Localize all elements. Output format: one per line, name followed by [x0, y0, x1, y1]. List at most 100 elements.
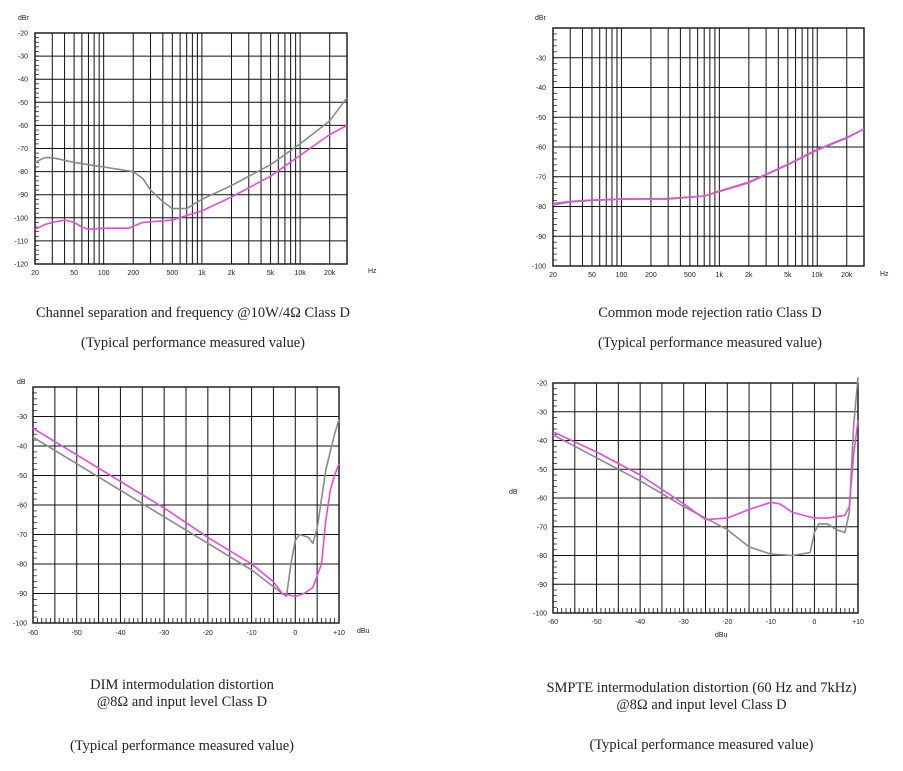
chart2-ytick-label: -80	[536, 204, 546, 211]
chart4-xtick-label: -50	[592, 619, 602, 626]
chart4-xtick-label: -60	[548, 619, 558, 626]
chart1-ytick-label: -90	[18, 192, 28, 199]
chart2-xtick-label: 50	[588, 272, 596, 279]
chart3-ytick-label: -80	[17, 562, 27, 569]
chart2-ylabel: dBr	[535, 15, 547, 22]
chart2-ytick-label: -90	[536, 234, 546, 241]
chart2-xtick-label: 100	[616, 272, 628, 279]
chart3-series-gray	[32, 419, 340, 598]
chart3-xtick-label: -20	[203, 630, 213, 637]
chart3-xtick-label: -40	[115, 630, 125, 637]
chart4-xtick-label: +10	[852, 619, 864, 626]
chart3-ytick-label: -100	[13, 621, 27, 628]
chart1-subtitle: (Typical performance measured value)	[80, 335, 306, 351]
chart4-ytick-label: -40	[537, 438, 547, 445]
chart2-xtick-label: 10k	[812, 272, 824, 279]
chart4-ytick-label: -70	[537, 524, 547, 531]
chart2-xtick-label: 5k	[784, 272, 792, 279]
chart-dim-imd-plot: -30-40-50-60-70-80-90-100-60 -50 -40 -30 -20…	[13, 379, 370, 637]
chart2-title: Common mode rejection ratio Class D	[598, 305, 822, 321]
chart4-ytick-label: -80	[537, 553, 547, 560]
chart1-ytick-label: -50	[18, 100, 28, 107]
chart1-ytick-label: -80	[18, 169, 28, 176]
chart4-gridlines	[552, 382, 859, 614]
chart1-ytick-label: -40	[18, 77, 28, 84]
chart3-ylabel: dB	[17, 379, 26, 386]
chart1-plot-frame	[34, 32, 348, 265]
chart3-gridlines	[32, 386, 340, 624]
chart3-ytick-label: -90	[17, 591, 27, 598]
chart4-subtitle-line2: @8Ω and input level Class D	[616, 697, 787, 713]
chart2-xtick-label: 1k	[716, 272, 724, 279]
chart4-xtick-label: 0	[812, 619, 816, 626]
chart1-xtick-label: 20k	[324, 270, 336, 277]
chart4-xtick-label: -40	[635, 619, 645, 626]
chart-cmrr: -30 -40 -50 -60 -70 -80 -90 -100 20 50 100 200 500 1k…	[460, 0, 903, 300]
chart2-series-magenta	[552, 128, 865, 205]
chart3-xtick-label: -60	[28, 630, 38, 637]
chart4-series-gray	[552, 377, 859, 557]
chart1-xtick-label: 100	[98, 270, 110, 277]
chart1-series-gray	[34, 97, 348, 210]
chart3-xtick-label: -50	[72, 630, 82, 637]
chart2-ytick-label: -60	[536, 145, 546, 152]
chart3-xtick-label: -10	[247, 630, 257, 637]
chart2-xlabel: Hz	[880, 271, 889, 278]
chart2-plot-frame	[552, 27, 865, 267]
chart2-xtick-label: 2k	[745, 272, 753, 279]
chart-smpte-imd-plot: -20-30-40-50-60-70-80-90-100-60 -50 -40 -30…	[509, 377, 864, 639]
chart1-ytick-label: -20	[18, 31, 28, 38]
chart4-ytick-label: -50	[537, 467, 547, 474]
chart3-series-magenta	[32, 427, 340, 598]
chart1-ylabel: dBr	[18, 15, 30, 22]
chart1-series-magenta	[34, 124, 348, 231]
chart4-xtick-label: -30	[679, 619, 689, 626]
chart-smpte-imd: -20 -30 -40 -50 -60 -70 -80 -90 -100 -60 -50 -40 -30…	[470, 370, 903, 650]
chart1-xtick-label: 2k	[228, 270, 236, 277]
chart2-subtitle: (Typical performance measured value)	[597, 335, 823, 351]
chart3-xtick-label: 0	[293, 630, 297, 637]
chart1-ytick-label: -100	[14, 215, 28, 222]
chart1-gridlines	[34, 32, 348, 265]
chart2-ytick-label: -50	[536, 115, 546, 122]
chart1-xtick-label: 200	[127, 270, 139, 277]
chart-channel-separation: -20 -30 -40 -50 -60 -70 -80 -90 -100 -110 -120 20 50…	[0, 0, 440, 300]
chart3-ytick-label: -40	[17, 444, 27, 451]
chart2-xtick-label: 20k	[841, 272, 853, 279]
chart1-xtick-label: 500	[166, 270, 178, 277]
chart1-ytick-label: -60	[18, 123, 28, 130]
chart3-subtitle: (Typical performance measured value)	[69, 738, 295, 754]
chart1-ytick-label: -120	[14, 262, 28, 269]
chart1-xtick-label: 1k	[198, 270, 206, 277]
chart3-plot-frame	[32, 386, 340, 624]
chart3-ytick-label: -50	[17, 473, 27, 480]
chart4-ytick-label: -30	[537, 409, 547, 416]
chart3-subtitle-line2: @8Ω and input level Class D	[96, 694, 268, 710]
chart4-ytick-label: -20	[537, 381, 547, 388]
chart1-xtick-label: 5k	[267, 270, 275, 277]
chart2-ytick-label: -30	[536, 55, 546, 62]
chart2-xtick-label: 500	[684, 272, 696, 279]
chart3-ytick-label: -60	[17, 503, 27, 510]
chart4-subtitle: (Typical performance measured value)	[589, 737, 814, 753]
chart1-xtick-label: 10k	[294, 270, 306, 277]
chart2-gridlines	[552, 27, 865, 267]
chart3-ytick-label: -30	[17, 414, 27, 421]
chart3-title: DIM intermodulation distortion	[90, 677, 274, 693]
chart3-xlabel: dBu	[357, 628, 370, 635]
chart3-xtick-label: -30	[159, 630, 169, 637]
chart4-title: SMPTE intermodulation distortion (60 Hz …	[546, 680, 857, 696]
chart-dim-imd: -30 -40 -50 -60 -70 -80 -90 -100 -60 -50 -40 -30 -20…	[0, 370, 400, 650]
chart1-xtick-label: 50	[70, 270, 78, 277]
chart1-ytick-label: -110	[15, 238, 29, 245]
chart2-ytick-label: -40	[536, 85, 546, 92]
chart4-series-magenta	[552, 420, 859, 521]
chart3-xtick-label: +10	[333, 630, 345, 637]
chart2-xtick-label: 200	[645, 272, 657, 279]
chart4-ytick-label: -90	[537, 582, 547, 589]
chart1-ytick-label: -30	[18, 54, 28, 61]
chart1-xtick-label: 20	[31, 270, 39, 277]
chart4-ytick-label: -60	[537, 496, 547, 503]
